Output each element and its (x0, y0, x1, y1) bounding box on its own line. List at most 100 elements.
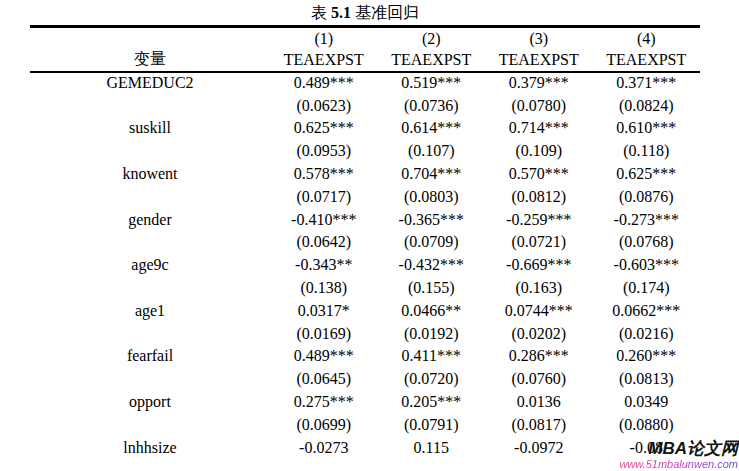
dependent-variable: TEAEXPST (270, 49, 378, 72)
table-cell: 0.371*** (593, 72, 701, 95)
table-body: GEMEDUC2 0.489*** 0.519*** 0.379*** 0.37… (30, 72, 700, 460)
table-row: (0.138) (0.155) (0.163) (0.174) (30, 277, 700, 300)
table-cell: (0.0824) (593, 94, 701, 117)
table-row: (0.0645) (0.0720) (0.0760) (0.0813) (30, 368, 700, 391)
variable-label: GEMEDUC2 (30, 72, 270, 95)
table-cell: -0.432*** (378, 254, 486, 277)
table-cell: (0.107) (378, 140, 486, 163)
table-cell: (0.0876) (593, 185, 701, 208)
table-cell: -0.365*** (378, 208, 486, 231)
table-cell: 0.704*** (378, 163, 486, 186)
table-cell: (0.0721) (485, 231, 593, 254)
model-number: (1) (270, 27, 378, 50)
table-cell: (0.0736) (378, 94, 486, 117)
table-row: (0.0623) (0.0736) (0.0780) (0.0824) (30, 94, 700, 117)
model-number: (4) (593, 27, 701, 50)
table-cell: 0.411*** (378, 345, 486, 368)
table-row: (0.0717) (0.0803) (0.0812) (0.0876) (30, 185, 700, 208)
watermark-site-name: MBA论文网 (619, 440, 738, 458)
dependent-variable: TEAEXPST (378, 49, 486, 72)
table-row: suskill 0.625*** 0.614*** 0.714*** 0.610… (30, 117, 700, 140)
table-cell: (0.0720) (378, 368, 486, 391)
watermark: MBA论文网 www.51mbalunwen.com (619, 440, 738, 471)
table-cell: (0.174) (593, 277, 701, 300)
table-cell: 0.519*** (378, 72, 486, 95)
table-cell: 0.115 (378, 436, 486, 459)
table-cell: (0.0780) (485, 94, 593, 117)
table-cell: 0.275*** (270, 391, 378, 414)
variable-label: lnhhsize (30, 436, 270, 459)
table-cell: (0.0791) (378, 413, 486, 436)
table-cell: (0.0169) (270, 322, 378, 345)
document-page: 表 5.1 基准回归 (1) (2) (3) (4) 变量 TEAEXPST T… (0, 0, 739, 471)
table-cell: 0.286*** (485, 345, 593, 368)
table-title-prefix: 表 (311, 4, 331, 21)
table-cell: -0.0273 (270, 436, 378, 459)
dependent-variable: TEAEXPST (485, 49, 593, 72)
table-cell: (0.0812) (485, 185, 593, 208)
watermark-site-url: www.51mbalunwen.com (619, 458, 738, 471)
table-cell: -0.259*** (485, 208, 593, 231)
table-row: age9c -0.343** -0.432*** -0.669*** -0.60… (30, 254, 700, 277)
model-number: (2) (378, 27, 486, 50)
table-cell: 0.489*** (270, 72, 378, 95)
table-cell: 0.0466** (378, 299, 486, 322)
table-cell: -0.0972 (485, 436, 593, 459)
table-cell: -0.343** (270, 254, 378, 277)
table-cell: (0.0699) (270, 413, 378, 436)
table-cell: 0.205*** (378, 391, 486, 414)
table-cell: (0.118) (593, 140, 701, 163)
table-cell: (0.0717) (270, 185, 378, 208)
variable-label: gender (30, 208, 270, 231)
model-number-row: (1) (2) (3) (4) (30, 27, 700, 50)
variable-label: knowent (30, 163, 270, 186)
table-cell: 0.714*** (485, 117, 593, 140)
table-row: (0.0642) (0.0709) (0.0721) (0.0768) (30, 231, 700, 254)
table-cell: 0.260*** (593, 345, 701, 368)
variable-label (30, 231, 270, 254)
table-cell: 0.0744*** (485, 299, 593, 322)
table-row: opport 0.275*** 0.205*** 0.0136 0.0349 (30, 391, 700, 414)
variable-label: age9c (30, 254, 270, 277)
variable-label (30, 94, 270, 117)
table-cell: 0.578*** (270, 163, 378, 186)
table-cell: 0.0349 (593, 391, 701, 414)
table-cell: (0.163) (485, 277, 593, 300)
regression-table: (1) (2) (3) (4) 变量 TEAEXPST TEAEXPST TEA… (30, 25, 700, 459)
variable-header: 变量 (30, 49, 270, 72)
table-cell: 0.625*** (270, 117, 378, 140)
table-row: knowent 0.578*** 0.704*** 0.570*** 0.625… (30, 163, 700, 186)
table-row: age1 0.0317* 0.0466** 0.0744*** 0.0662**… (30, 299, 700, 322)
table-title: 表 5.1 基准回归 (30, 3, 700, 24)
table-cell: 0.0317* (270, 299, 378, 322)
table-row: gender -0.410*** -0.365*** -0.259*** -0.… (30, 208, 700, 231)
table-title-number: 5.1 (331, 4, 351, 21)
table-cell: (0.0623) (270, 94, 378, 117)
dependent-variable: TEAEXPST (593, 49, 701, 72)
model-number: (3) (485, 27, 593, 50)
table-cell: -0.669*** (485, 254, 593, 277)
table-row: fearfail 0.489*** 0.411*** 0.286*** 0.26… (30, 345, 700, 368)
table-cell: -0.603*** (593, 254, 701, 277)
table-title-text: 基准回归 (351, 4, 419, 21)
table-cell: 0.614*** (378, 117, 486, 140)
variable-label (30, 140, 270, 163)
table-cell: 0.0662*** (593, 299, 701, 322)
table-cell: (0.0768) (593, 231, 701, 254)
variable-label (30, 185, 270, 208)
table-cell: (0.0709) (378, 231, 486, 254)
variable-label (30, 322, 270, 345)
table-cell: 0.489*** (270, 345, 378, 368)
table-cell: (0.0202) (485, 322, 593, 345)
table-cell: (0.109) (485, 140, 593, 163)
table-cell: -0.410*** (270, 208, 378, 231)
dependent-variable-row: 变量 TEAEXPST TEAEXPST TEAEXPST TEAEXPST (30, 49, 700, 72)
table-cell: (0.0880) (593, 413, 701, 436)
table-row: GEMEDUC2 0.489*** 0.519*** 0.379*** 0.37… (30, 72, 700, 95)
table-cell: (0.0803) (378, 185, 486, 208)
table-row: (0.0699) (0.0791) (0.0817) (0.0880) (30, 413, 700, 436)
table-cell: (0.0216) (593, 322, 701, 345)
table-cell: (0.155) (378, 277, 486, 300)
table-cell: (0.0760) (485, 368, 593, 391)
variable-label (30, 413, 270, 436)
